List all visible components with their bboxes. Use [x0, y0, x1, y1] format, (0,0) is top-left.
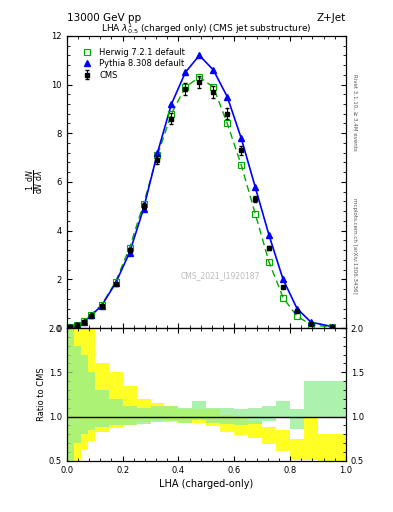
Line: Herwig 7.2.1 default: Herwig 7.2.1 default: [67, 74, 335, 330]
Pythia 8.308 default: [68, 324, 73, 330]
Herwig 7.2.1 default: [89, 311, 94, 317]
Text: Z+Jet: Z+Jet: [317, 13, 346, 23]
Herwig 7.2.1 default: [253, 210, 257, 217]
Pythia 8.308 default: [113, 280, 118, 286]
Pythia 8.308 default: [197, 52, 202, 58]
Herwig 7.2.1 default: [211, 84, 216, 90]
Text: mcplots.cern.ch [arXiv:1306.3436]: mcplots.cern.ch [arXiv:1306.3436]: [352, 198, 357, 293]
Herwig 7.2.1 default: [68, 324, 73, 330]
Pythia 8.308 default: [239, 135, 244, 141]
Herwig 7.2.1 default: [225, 120, 230, 126]
Pythia 8.308 default: [309, 319, 313, 325]
Herwig 7.2.1 default: [141, 201, 146, 207]
Text: 13000 GeV pp: 13000 GeV pp: [67, 13, 141, 23]
Pythia 8.308 default: [281, 276, 285, 283]
Pythia 8.308 default: [169, 101, 174, 107]
Herwig 7.2.1 default: [267, 259, 272, 265]
Herwig 7.2.1 default: [197, 74, 202, 80]
Herwig 7.2.1 default: [99, 302, 104, 308]
X-axis label: LHA (charged-only): LHA (charged-only): [159, 479, 253, 489]
Herwig 7.2.1 default: [127, 245, 132, 251]
Pythia 8.308 default: [127, 249, 132, 255]
Pythia 8.308 default: [253, 184, 257, 190]
Pythia 8.308 default: [225, 94, 230, 100]
Herwig 7.2.1 default: [113, 279, 118, 285]
Herwig 7.2.1 default: [183, 84, 188, 90]
Herwig 7.2.1 default: [309, 322, 313, 328]
Title: LHA $\lambda^{1}_{0.5}$ (charged only) (CMS jet substructure): LHA $\lambda^{1}_{0.5}$ (charged only) (…: [101, 21, 312, 36]
Text: Rivet 3.1.10, ≥ 3.4M events: Rivet 3.1.10, ≥ 3.4M events: [352, 74, 357, 151]
Y-axis label: Ratio to CMS: Ratio to CMS: [37, 368, 46, 421]
Pythia 8.308 default: [82, 318, 86, 325]
Herwig 7.2.1 default: [169, 111, 174, 117]
Herwig 7.2.1 default: [295, 313, 299, 319]
Pythia 8.308 default: [267, 232, 272, 239]
Text: CMS_2021_I1920187: CMS_2021_I1920187: [181, 271, 260, 280]
Pythia 8.308 default: [75, 322, 80, 328]
Pythia 8.308 default: [183, 69, 188, 75]
Herwig 7.2.1 default: [75, 322, 80, 328]
Line: Pythia 8.308 default: Pythia 8.308 default: [67, 52, 335, 330]
Pythia 8.308 default: [211, 67, 216, 73]
Herwig 7.2.1 default: [155, 152, 160, 158]
Herwig 7.2.1 default: [281, 294, 285, 301]
Pythia 8.308 default: [295, 306, 299, 312]
Herwig 7.2.1 default: [329, 324, 334, 330]
Pythia 8.308 default: [99, 303, 104, 309]
Pythia 8.308 default: [141, 206, 146, 212]
Y-axis label: $\frac{1}{\mathrm{d}N} \frac{\mathrm{d}N}{\mathrm{d}\lambda}$: $\frac{1}{\mathrm{d}N} \frac{\mathrm{d}N…: [24, 169, 46, 195]
Herwig 7.2.1 default: [82, 318, 86, 324]
Legend: Herwig 7.2.1 default, Pythia 8.308 default, CMS: Herwig 7.2.1 default, Pythia 8.308 defau…: [77, 46, 187, 81]
Herwig 7.2.1 default: [239, 162, 244, 168]
Pythia 8.308 default: [89, 312, 94, 318]
Pythia 8.308 default: [155, 150, 160, 156]
Pythia 8.308 default: [329, 324, 334, 330]
